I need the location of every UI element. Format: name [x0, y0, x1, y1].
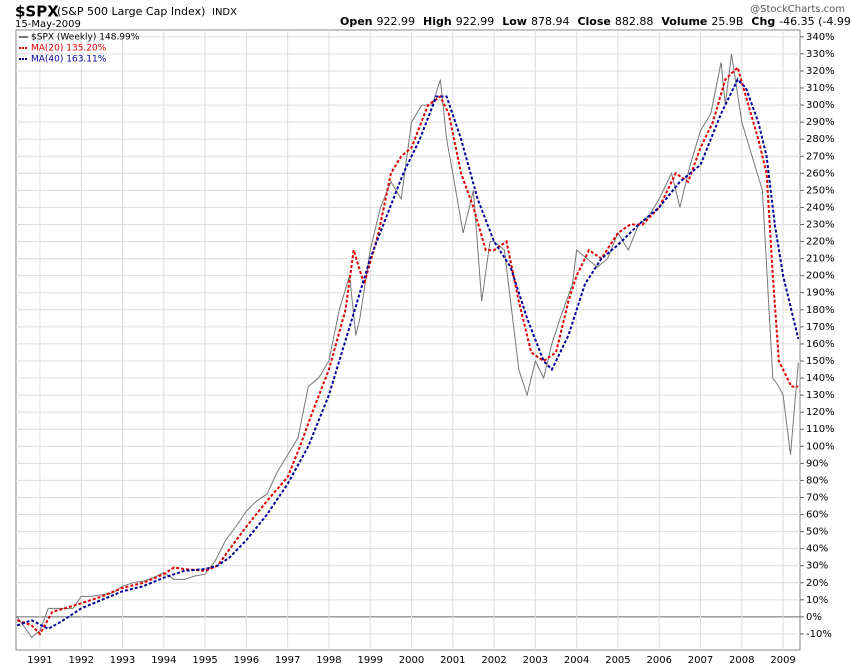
stat-value: 922.99 — [377, 15, 416, 28]
x-tick-label: 1994 — [151, 655, 176, 666]
y-tick-label: 60% — [806, 510, 828, 521]
y-tick-label: 280% — [806, 134, 835, 145]
y-tick-label: 270% — [806, 151, 835, 162]
y-tick-label: 290% — [806, 117, 835, 128]
stat-label: Chg — [751, 15, 775, 28]
symbol: $SPX — [15, 3, 59, 21]
stat-label: Close — [577, 15, 610, 28]
date: 15-May-2009 — [15, 19, 81, 30]
x-tick-label: 1998 — [316, 655, 341, 666]
y-tick-label: 50% — [806, 527, 828, 538]
y-tick-label: 90% — [806, 458, 828, 469]
y-tick-label: 30% — [806, 561, 828, 572]
index-name: (S&P 500 Large Cap Index) — [57, 5, 205, 18]
x-tick-label: 2003 — [523, 655, 548, 666]
x-tick-label: 2004 — [564, 655, 589, 666]
y-tick-label: 300% — [806, 100, 835, 111]
y-tick-label: 260% — [806, 168, 835, 179]
exchange: INDX — [212, 7, 237, 18]
x-tick-label: 1993 — [110, 655, 135, 666]
x-tick-label: 1995 — [192, 655, 217, 666]
legend-label: MA(40) 163.11% — [31, 55, 107, 65]
x-tick-label: 1991 — [27, 655, 52, 666]
y-tick-label: 100% — [806, 441, 835, 452]
x-tick-label: 2006 — [646, 655, 671, 666]
x-tick-label: 2008 — [729, 655, 754, 666]
x-tick-label: 2009 — [770, 655, 795, 666]
x-tick-label: 2005 — [605, 655, 630, 666]
y-tick-label: 10% — [806, 595, 828, 606]
y-tick-label: 330% — [806, 49, 835, 60]
y-tick-label: 20% — [806, 578, 828, 589]
stat-label: Open — [340, 15, 373, 28]
y-tick-label: 340% — [806, 32, 835, 43]
stat-value: -46.35 (-4.99%) — [779, 15, 850, 28]
y-tick-label: 200% — [806, 271, 835, 282]
x-tick-label: 2007 — [688, 655, 713, 666]
y-tick-label: -10% — [806, 629, 832, 640]
y-tick-label: 180% — [806, 305, 835, 316]
x-tick-label: 2000 — [399, 655, 424, 666]
x-tick-label: 2002 — [481, 655, 506, 666]
x-tick-label: 1996 — [234, 655, 259, 666]
y-tick-label: 160% — [806, 339, 835, 350]
y-tick-label: 40% — [806, 544, 828, 555]
stat-value: 922.99 — [456, 15, 495, 28]
legend-label: MA(20) 135.20% — [31, 44, 107, 54]
stats: Open 922.99 High 922.99 Low 878.94 Close 882.88… — [340, 15, 850, 28]
y-tick-label: 130% — [806, 390, 835, 401]
stat-value: 878.94 — [531, 15, 570, 28]
stat-label: High — [423, 15, 452, 28]
y-tick-label: 150% — [806, 356, 835, 367]
y-tick-label: 190% — [806, 288, 835, 299]
plot-frame — [15, 29, 801, 651]
x-tick-label: 1999 — [357, 655, 382, 666]
y-tick-label: 80% — [806, 475, 828, 486]
stat-value: 25.9B — [711, 15, 743, 28]
y-tick-label: 170% — [806, 322, 835, 333]
stat-label: Low — [502, 15, 527, 28]
y-tick-label: 70% — [806, 492, 828, 503]
x-tick-label: 1997 — [275, 655, 300, 666]
y-tick-label: 320% — [806, 66, 835, 77]
stat-label: Volume — [661, 15, 707, 28]
series-line — [16, 65, 799, 636]
y-tick-label: 110% — [806, 424, 835, 435]
x-tick-label: 1992 — [69, 655, 94, 666]
y-tick-label: 0% — [806, 612, 822, 623]
y-tick-label: 120% — [806, 407, 835, 418]
legend-label: $SPX (Weekly) 148.99% — [31, 33, 140, 43]
x-tick-label: 2001 — [440, 655, 465, 666]
y-tick-label: 310% — [806, 83, 835, 94]
stat-value: 882.88 — [615, 15, 654, 28]
y-tick-label: 220% — [806, 237, 835, 248]
y-tick-label: 230% — [806, 219, 835, 230]
y-tick-label: 140% — [806, 373, 835, 384]
series-line — [16, 77, 800, 630]
source: @StockCharts.com — [750, 4, 845, 15]
y-tick-label: 210% — [806, 254, 835, 265]
y-tick-label: 250% — [806, 185, 835, 196]
y-tick-label: 240% — [806, 202, 835, 213]
